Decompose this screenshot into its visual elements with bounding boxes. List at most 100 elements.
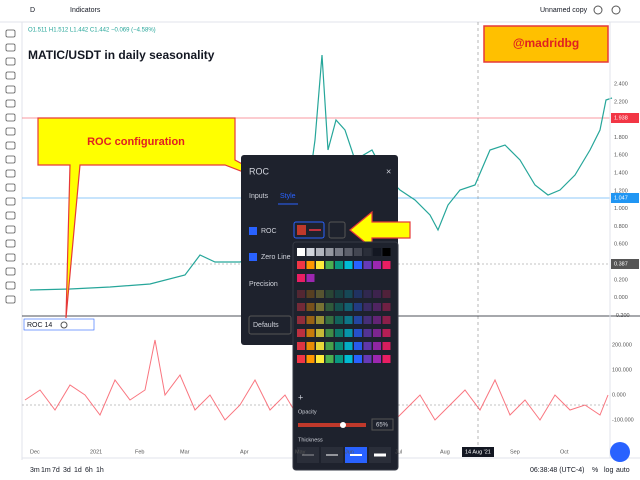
color-button[interactable] [293, 221, 325, 239]
swatch[interactable] [325, 342, 334, 350]
opacity-slider[interactable] [298, 423, 366, 427]
settings-icon[interactable] [593, 5, 603, 15]
swatch[interactable] [297, 342, 305, 350]
chat-button[interactable] [610, 442, 630, 462]
swatch[interactable] [306, 329, 315, 337]
swatch[interactable] [306, 355, 315, 363]
tool-icon[interactable] [5, 127, 16, 136]
swatch[interactable] [325, 316, 334, 324]
swatch[interactable] [382, 248, 391, 256]
swatch[interactable] [363, 248, 372, 256]
range-button[interactable]: 7d [52, 467, 60, 474]
swatch[interactable] [297, 261, 305, 269]
swatch[interactable] [382, 303, 391, 311]
swatch[interactable] [344, 303, 353, 311]
swatch[interactable] [354, 329, 362, 337]
swatch[interactable] [373, 329, 381, 337]
swatch[interactable] [363, 316, 372, 324]
range-button[interactable]: 3m [30, 467, 40, 474]
swatch[interactable] [316, 261, 324, 269]
swatch[interactable] [344, 248, 353, 256]
tab[interactable]: Inputs [249, 193, 269, 200]
swatch[interactable] [354, 248, 362, 256]
range-button[interactable]: 3d [63, 467, 71, 474]
swatch[interactable] [382, 342, 391, 350]
swatch[interactable] [363, 290, 372, 298]
swatch[interactable] [363, 303, 372, 311]
swatch[interactable] [382, 355, 391, 363]
swatch[interactable] [335, 248, 343, 256]
indicator-legend[interactable] [23, 318, 95, 331]
tool-icon[interactable] [5, 43, 16, 52]
tool-icon[interactable] [5, 99, 16, 108]
swatch[interactable] [306, 290, 315, 298]
tool-icon[interactable] [5, 197, 16, 206]
swatch[interactable] [297, 316, 305, 324]
swatch[interactable] [363, 355, 372, 363]
swatch[interactable] [363, 342, 372, 350]
swatch[interactable] [306, 261, 315, 269]
tool-icon[interactable] [5, 155, 16, 164]
checkbox[interactable] [249, 253, 257, 261]
scale-option[interactable]: log [604, 467, 613, 474]
swatch[interactable] [354, 303, 362, 311]
swatch[interactable] [306, 303, 315, 311]
slider-handle[interactable] [340, 422, 346, 428]
swatch[interactable] [297, 329, 305, 337]
swatch[interactable] [363, 329, 372, 337]
swatch[interactable] [382, 329, 391, 337]
swatch[interactable] [373, 290, 381, 298]
swatch[interactable] [297, 274, 305, 282]
swatch[interactable] [373, 261, 381, 269]
scale-option[interactable]: auto [616, 467, 630, 474]
add-color[interactable]: + [298, 392, 303, 402]
tab[interactable]: Style [280, 193, 296, 200]
swatch[interactable] [335, 261, 343, 269]
swatch[interactable] [373, 355, 381, 363]
swatch[interactable] [354, 355, 362, 363]
swatch[interactable] [306, 316, 315, 324]
checkbox[interactable] [249, 227, 257, 235]
interval-button[interactable]: D [30, 7, 35, 14]
swatch[interactable] [382, 316, 391, 324]
swatch[interactable] [373, 248, 381, 256]
swatch[interactable] [316, 342, 324, 350]
tool-icon[interactable] [5, 113, 16, 122]
swatch[interactable] [354, 290, 362, 298]
swatch[interactable] [335, 342, 343, 350]
swatch[interactable] [373, 342, 381, 350]
tool-icon[interactable] [5, 211, 16, 220]
swatch[interactable] [325, 355, 334, 363]
swatch[interactable] [325, 261, 334, 269]
swatch[interactable] [316, 290, 324, 298]
swatch[interactable] [344, 290, 353, 298]
tool-icon[interactable] [5, 253, 16, 262]
swatch[interactable] [306, 248, 315, 256]
swatch[interactable] [316, 329, 324, 337]
swatch[interactable] [354, 342, 362, 350]
tool-icon[interactable] [5, 57, 16, 66]
swatch[interactable] [382, 261, 391, 269]
swatch[interactable] [297, 248, 305, 256]
range-button[interactable]: 1m [41, 467, 51, 474]
swatch[interactable] [344, 329, 353, 337]
swatch[interactable] [344, 316, 353, 324]
defaults-button[interactable] [248, 315, 292, 335]
tool-icon[interactable] [5, 85, 16, 94]
swatch[interactable] [325, 329, 334, 337]
swatch[interactable] [344, 261, 353, 269]
indicators-button[interactable]: Indicators [70, 7, 101, 14]
swatch[interactable] [316, 248, 324, 256]
layout-name[interactable]: Unnamed copy [540, 7, 588, 14]
swatch[interactable] [335, 303, 343, 311]
tool-icon[interactable] [5, 281, 16, 290]
tool-icon[interactable] [5, 267, 16, 276]
tool-icon[interactable] [5, 141, 16, 150]
swatch[interactable] [306, 342, 315, 350]
swatch[interactable] [373, 303, 381, 311]
swatch[interactable] [297, 290, 305, 298]
tool-icon[interactable] [5, 29, 16, 38]
swatch[interactable] [354, 316, 362, 324]
swatch[interactable] [344, 342, 353, 350]
swatch[interactable] [325, 303, 334, 311]
